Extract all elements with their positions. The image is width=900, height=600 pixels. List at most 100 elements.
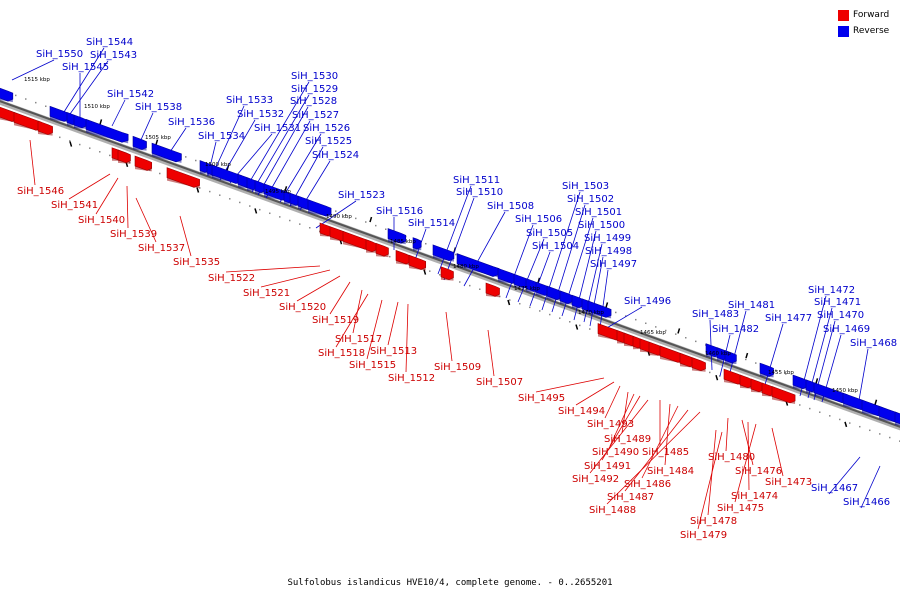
tick-dot <box>309 227 311 229</box>
reverse-gene <box>0 87 14 103</box>
leader-line <box>445 311 453 362</box>
leader-line <box>265 120 311 199</box>
tick-dot <box>99 151 101 153</box>
tick-dot <box>615 311 617 314</box>
forward-gene-label: SiH_1540 <box>78 215 125 226</box>
forward-gene-label: SiH_1478 <box>690 516 737 527</box>
reverse-gene-label: SiH_1503 <box>562 181 609 192</box>
major-tick <box>575 324 579 330</box>
tick-dot <box>549 313 551 316</box>
tick-dot <box>469 284 471 287</box>
leader-line <box>405 303 409 373</box>
reverse-gene-label: SiH_1524 <box>312 150 359 161</box>
forward-gene-label: SiH_1488 <box>589 505 636 516</box>
leader-line <box>575 381 615 406</box>
forward-gene-label: SiH_1522 <box>208 273 255 284</box>
forward-gene <box>37 120 53 136</box>
scale-label: 1495 kbp <box>265 189 291 195</box>
reverse-gene-label: SiH_1471 <box>814 297 861 308</box>
tick-dot <box>199 187 201 189</box>
tick-dot <box>775 369 777 372</box>
major-tick <box>745 352 749 359</box>
tick-dot <box>429 270 431 272</box>
tick-dot <box>455 253 457 256</box>
major-tick <box>677 328 681 334</box>
forward-gene-label: SiH_1515 <box>349 360 396 371</box>
forward-gene-label: SiH_1473 <box>765 477 812 488</box>
reverse-gene-label: SiH_1501 <box>575 207 622 218</box>
major-tick <box>69 141 73 147</box>
tick-dot <box>185 156 187 158</box>
reverse-gene-label: SiH_1527 <box>292 110 339 121</box>
forward-gene-label: SiH_1493 <box>587 419 634 430</box>
forward-gene <box>375 242 389 258</box>
gene-features <box>0 87 900 426</box>
legend: Forward Reverse <box>838 8 889 40</box>
tick-dot <box>89 147 91 149</box>
forward-gene-label: SiH_1546 <box>17 186 64 197</box>
tick-dot <box>755 362 757 364</box>
forward-gene-label: SiH_1509 <box>434 362 481 373</box>
forward-gene-label: SiH_1495 <box>518 393 565 404</box>
tick-dot <box>675 333 677 335</box>
forward-gene-label: SiH_1491 <box>584 461 631 472</box>
forward-gene-label: SiH_1539 <box>110 229 157 240</box>
tick-dot <box>719 375 721 377</box>
major-tick <box>254 208 258 214</box>
forward-gene-label: SiH_1519 <box>312 315 359 326</box>
leader-line <box>296 275 341 302</box>
reverse-gene <box>559 290 573 305</box>
forward-gene <box>134 155 153 172</box>
reverse-swatch <box>838 25 849 37</box>
reverse-gene-label: SiH_1508 <box>487 201 534 212</box>
leader-line <box>443 197 475 281</box>
tick-dot <box>709 371 711 374</box>
tick-dot <box>529 306 531 309</box>
leader-line <box>329 281 351 315</box>
scale-label: 1460 kbp <box>705 351 731 357</box>
leader-line <box>29 139 36 186</box>
gene-labels: 1515 kbp 1510 kbp 1505 kbp 1500 kbp 1495 kbp… <box>17 37 897 541</box>
tick-dot <box>625 315 627 317</box>
forward-gene <box>365 239 377 253</box>
tick-dot <box>579 324 581 327</box>
tick-dot <box>819 411 821 413</box>
major-tick <box>284 186 288 192</box>
legend-forward-label: Forward <box>853 10 890 20</box>
reverse-gene-label: SiH_1466 <box>843 497 890 508</box>
leader-line <box>529 251 551 307</box>
leader-line <box>604 385 621 419</box>
forward-gene-label: SiH_1513 <box>370 346 417 357</box>
reverse-gene-label: SiH_1550 <box>36 49 83 60</box>
reverse-gene <box>151 142 182 163</box>
tick-dot <box>685 337 687 339</box>
tick-dot <box>69 140 71 142</box>
reverse-gene <box>307 199 332 218</box>
reverse-gene-label: SiH_1469 <box>823 324 870 335</box>
forward-gene <box>485 282 500 298</box>
leader-line <box>725 417 729 452</box>
tick-dot <box>809 407 811 410</box>
tick-dot <box>229 198 231 200</box>
tick-dot <box>209 190 211 193</box>
reverse-gene-label: SiH_1530 <box>291 71 338 82</box>
tick-dot <box>159 172 161 175</box>
reverse-gene-label: SiH_1526 <box>303 123 350 134</box>
tick-dot <box>299 223 301 225</box>
scale-label: 1485 kbp <box>390 239 416 245</box>
leader-line <box>95 177 119 215</box>
tick-dot <box>279 216 281 218</box>
scale-label: 1475 kbp <box>514 286 540 292</box>
forward-gene-label: SiH_1537 <box>138 243 185 254</box>
tick-dot <box>559 317 561 319</box>
tick-dot <box>785 373 787 375</box>
tick-dot <box>365 221 367 223</box>
reverse-gene-label: SiH_1516 <box>376 206 423 217</box>
reverse-gene <box>724 350 737 364</box>
reverse-gene-label: SiH_1523 <box>338 190 385 201</box>
tick-dot <box>289 219 291 222</box>
leader-line <box>771 427 784 477</box>
scale-label: 1505 kbp <box>145 135 171 141</box>
forward-gene-label: SiH_1485 <box>642 447 689 458</box>
